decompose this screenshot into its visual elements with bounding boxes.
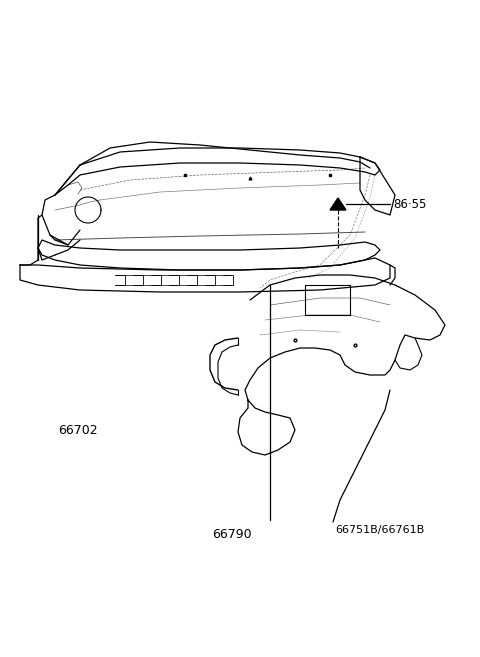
Text: 66751B/66761B: 66751B/66761B <box>335 525 424 535</box>
Text: 66790: 66790 <box>212 528 252 541</box>
Text: 86·55: 86·55 <box>393 198 426 210</box>
Polygon shape <box>330 198 346 210</box>
Text: 66702: 66702 <box>58 424 97 436</box>
